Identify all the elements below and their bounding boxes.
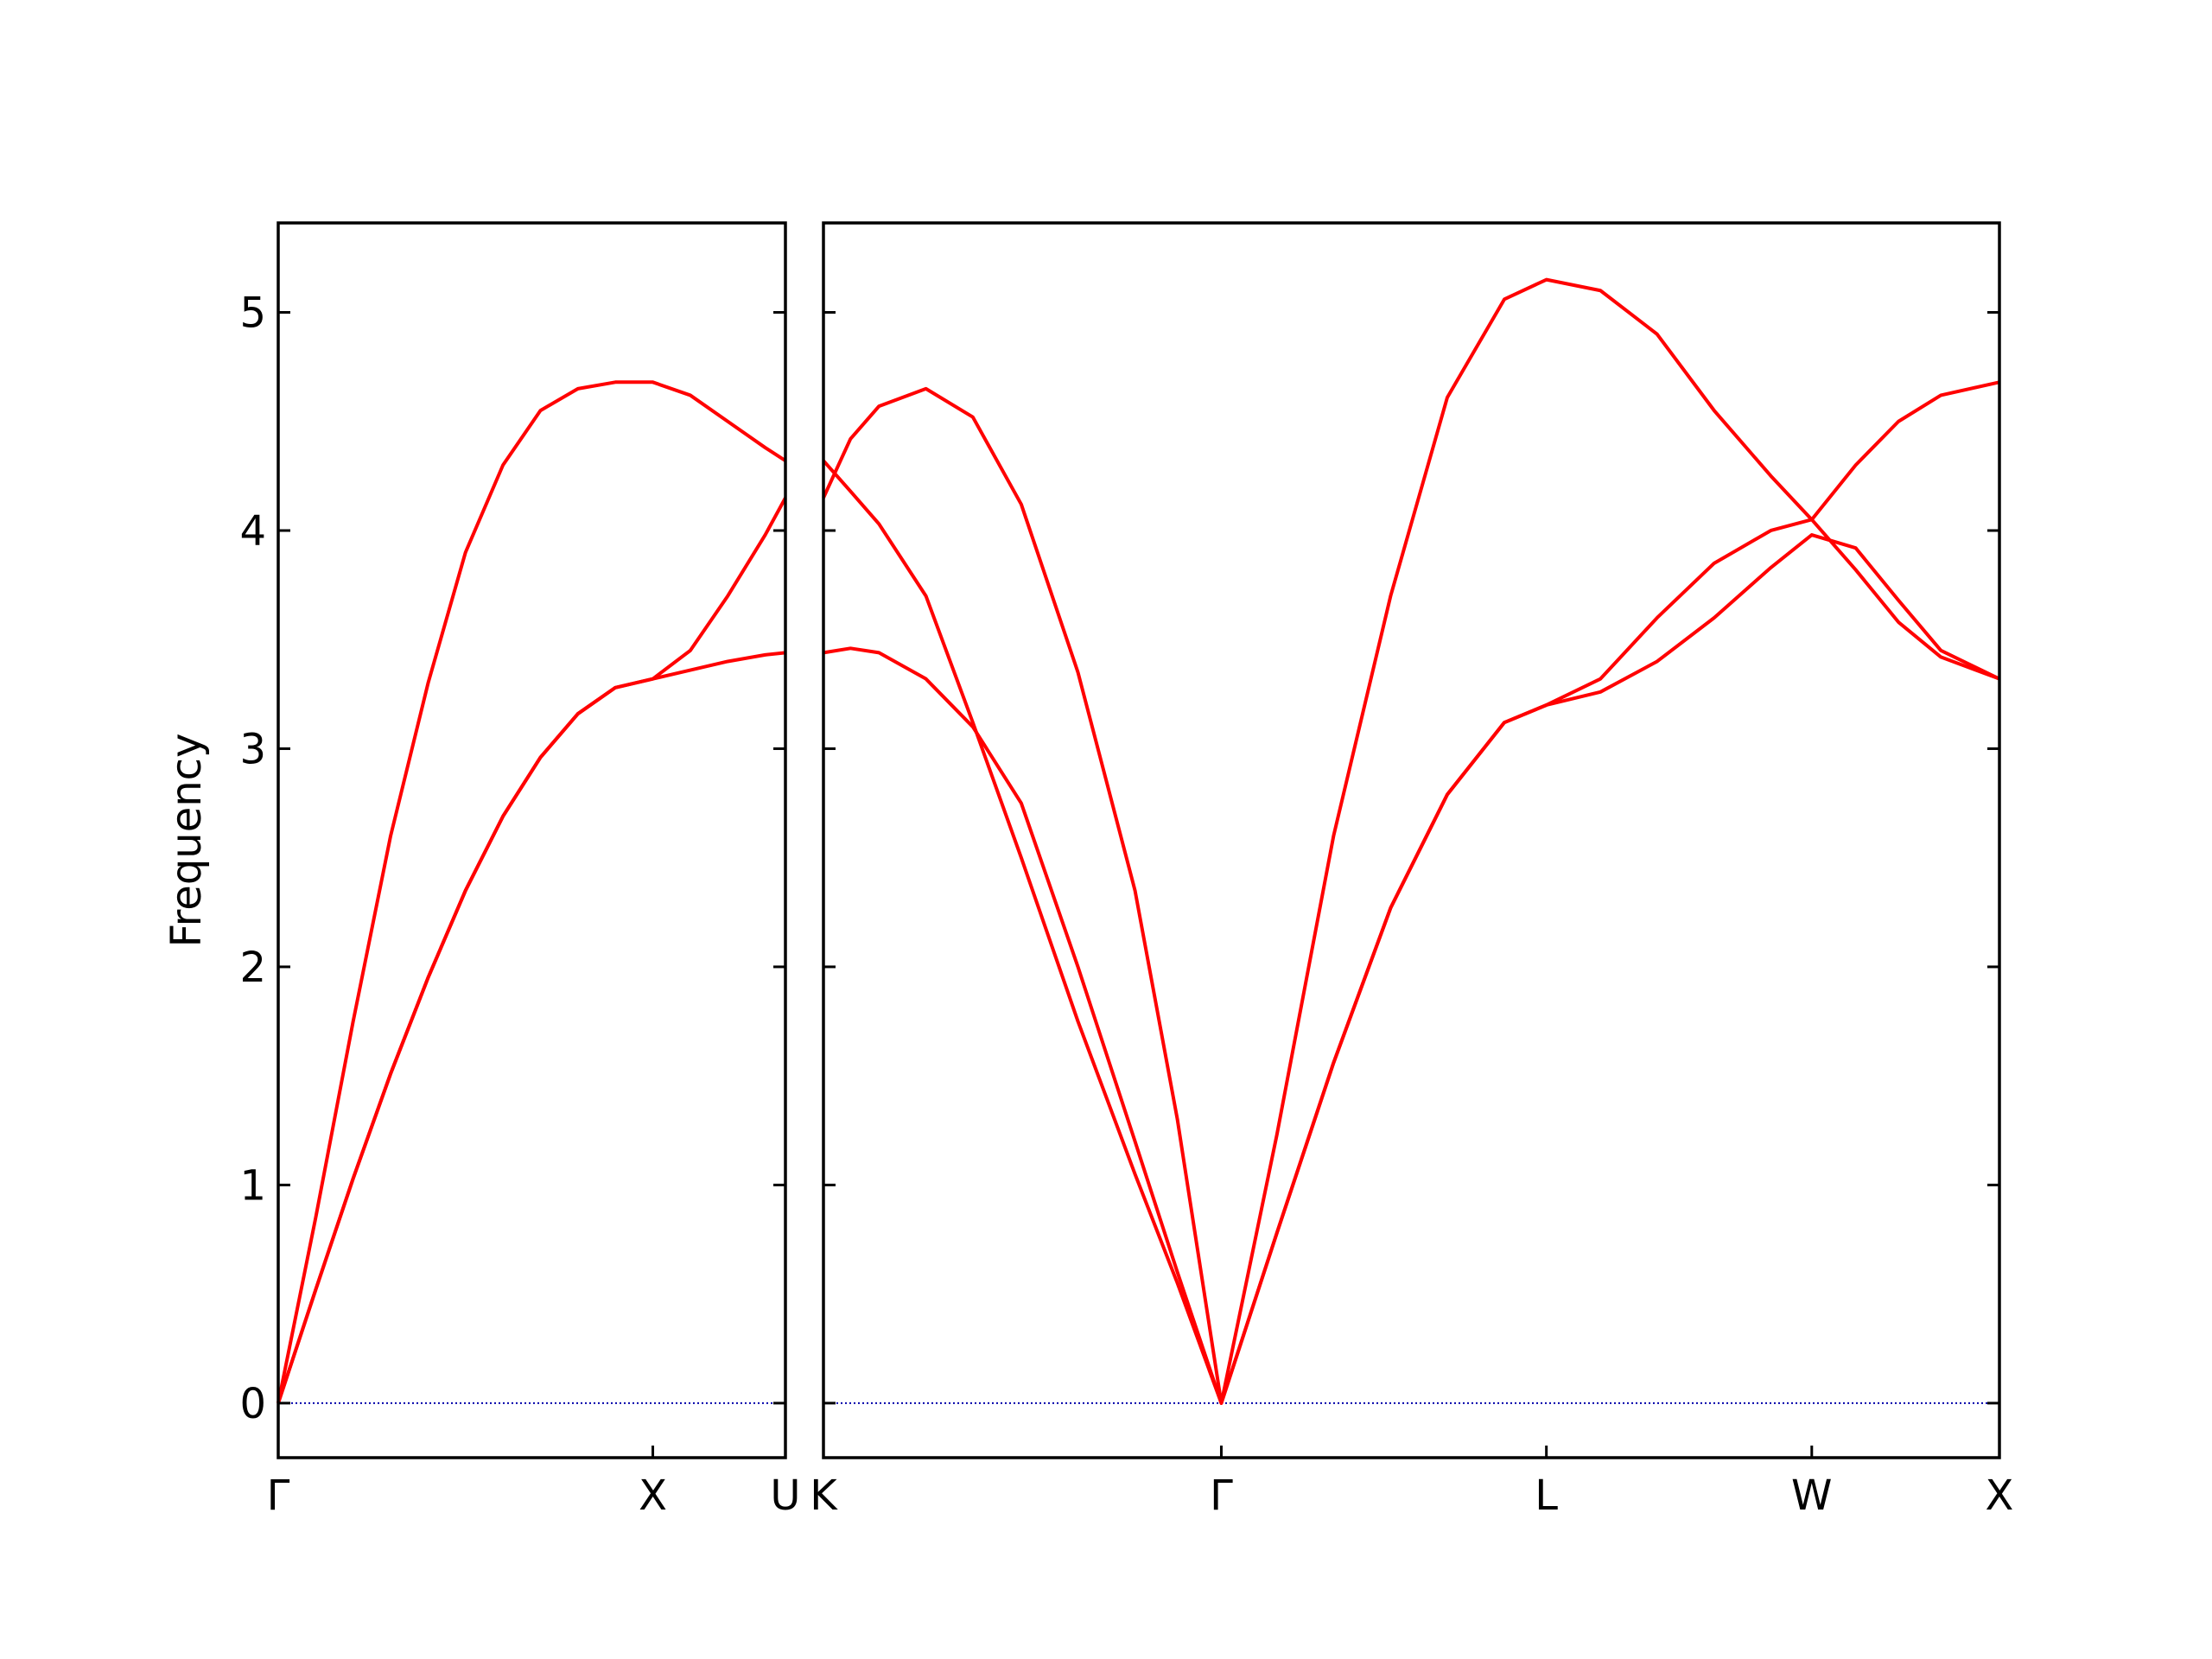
y-tick-label: 5 [239, 289, 266, 338]
band-line [276, 380, 787, 1404]
plot-frame [276, 221, 787, 1459]
plot-frame [822, 221, 2001, 1459]
band-line [822, 380, 2000, 1405]
x-tick-label: Γ [267, 1471, 290, 1520]
y-tick-label: 1 [239, 1161, 266, 1210]
y-tick-label: 4 [239, 507, 266, 556]
y-axis-label: Frequency [162, 734, 211, 948]
band-line [823, 533, 2000, 1405]
band-line [276, 497, 787, 1404]
x-tick-label: X [1986, 1471, 2014, 1520]
band-line [276, 651, 786, 1404]
y-tick-label: 2 [239, 944, 266, 992]
x-tick-label: Γ [1210, 1471, 1233, 1520]
y-tick-label: 0 [239, 1380, 266, 1428]
x-tick-label: X [639, 1471, 667, 1520]
x-tick-label: U [770, 1471, 800, 1520]
x-tick-label: W [1791, 1471, 1832, 1520]
x-tick-label: L [1535, 1471, 1558, 1520]
x-tick-label: K [810, 1471, 838, 1520]
band-line [822, 277, 2000, 1405]
y-tick-label: 3 [239, 725, 266, 773]
